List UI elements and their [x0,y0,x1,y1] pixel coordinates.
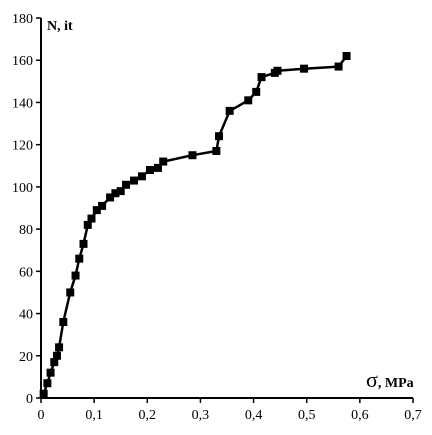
y-tick-label: 100 [12,181,33,196]
data-point [75,254,84,263]
data-point [55,343,64,352]
data-point [225,106,234,115]
data-point [273,66,282,75]
data-point [159,157,168,166]
data-point [153,163,162,172]
x-tick-label: 0,5 [298,408,316,423]
data-point [257,73,266,82]
data-point [300,64,309,73]
data-point [79,239,88,248]
data-point [334,62,343,71]
data-point [98,201,107,210]
data-point [188,151,197,160]
data-point [71,271,80,280]
y-tick-label: 120 [12,139,33,154]
data-point [342,52,351,60]
x-tick-label: 0,1 [85,408,103,423]
data-point [215,132,224,141]
data-point [244,96,253,105]
data-point [83,220,92,229]
y-axis-title: N, it [47,19,73,34]
data-point [122,180,131,189]
x-tick-label: 0,7 [404,408,422,423]
data-point [137,172,146,181]
y-tick-label: 80 [19,223,33,238]
data-point [52,351,61,360]
ticks: 0 20 40 60 80 100 120 140 160 180 0 0,1 0,2 0,3 0,4 0,5… [12,12,422,423]
x-tick-label: 0,3 [192,408,210,423]
data-point [130,176,138,185]
x-axis-title-text: , MPa [378,376,414,391]
y-tick-label: 40 [19,308,33,323]
data-point [46,368,55,377]
data-point [212,147,221,155]
data-point [43,379,52,388]
data-point [50,358,59,367]
data-point [92,206,101,215]
data-point [59,318,68,326]
x-axis-title-symbol: σ [366,367,378,392]
data-point [87,214,96,223]
y-tick-label: 180 [12,12,33,27]
y-tick-label: 0 [26,392,33,407]
y-tick-label: 140 [12,96,33,111]
x-tick-label: 0,2 [139,408,157,423]
data-point [252,87,261,96]
axes [40,18,413,399]
x-tick-label: 0,4 [245,408,263,423]
data-point [145,166,154,174]
data-point [111,189,120,198]
data-point [116,187,125,196]
data-point [106,193,115,202]
x-axis-title: σ, MPa [366,367,414,392]
y-tick-label: 160 [12,54,33,69]
y-tick-label: 20 [19,350,33,365]
data-point [39,389,48,398]
series [39,52,351,399]
y-tick-label: 60 [19,265,33,280]
x-tick-label: 0 [38,408,45,423]
x-tick-label: 0,6 [351,408,369,423]
data-point [66,288,75,297]
